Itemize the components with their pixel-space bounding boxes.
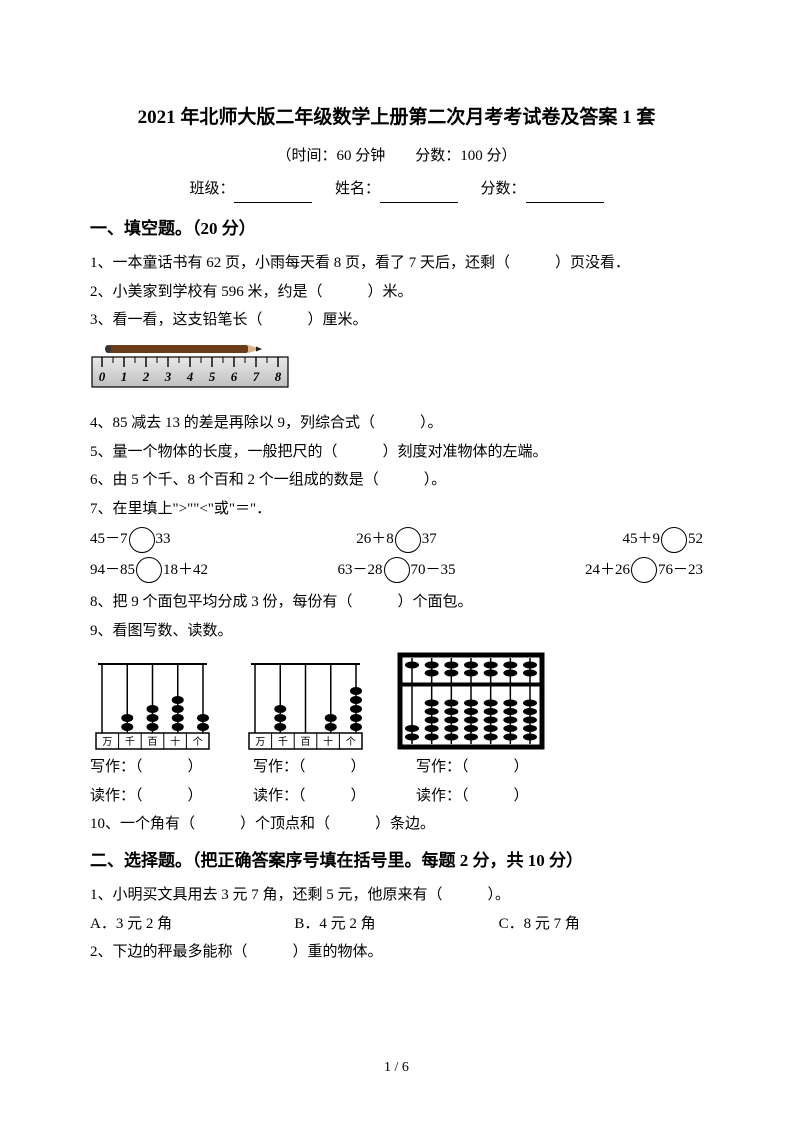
class-label: 班级： <box>189 181 234 197</box>
svg-text:万: 万 <box>102 737 112 748</box>
svg-text:2: 2 <box>142 369 150 384</box>
s2-q1-opts: A．3 元 2 角 B．4 元 2 角 C．8 元 7 角 <box>90 910 703 939</box>
compare-circle <box>661 527 687 553</box>
info-line: 班级： 姓名： 分数： <box>90 175 703 204</box>
compare-circle <box>129 527 155 553</box>
write-col: 写作：（ ） <box>90 753 225 782</box>
page-footer: 1 / 6 <box>0 1055 793 1082</box>
q7-lhs: 94－85 <box>90 562 135 578</box>
q7-rhs: 52 <box>688 531 703 547</box>
page-title: 2021 年北师大版二年级数学上册第二次月考考试卷及答案 1 套 <box>90 100 703 136</box>
read-row: 读作：（ ） 读作：（ ） 读作：（ ） <box>90 782 703 811</box>
svg-text:百: 百 <box>301 736 311 748</box>
section1-head: 一、填空题。（20 分） <box>90 213 703 245</box>
write-col: 写作：（ ） <box>253 753 388 782</box>
name-blank <box>380 186 458 203</box>
s2-q1: 1、小明买文具用去 3 元 7 角，还剩 5 元，他原来有（ ）。 <box>90 881 703 910</box>
compare-circle <box>136 557 162 583</box>
q7-cell: 26＋8 37 <box>356 525 437 554</box>
q7-rhs: 76－23 <box>658 562 703 578</box>
abacus-small-a: 万 千 百十 个 <box>90 656 215 751</box>
q7-rhs: 70－35 <box>411 562 456 578</box>
q7-rhs: 33 <box>156 531 171 547</box>
name-label: 姓名： <box>335 181 380 197</box>
read-col: 读作：（ ） <box>253 782 388 811</box>
score-label: 分数： <box>481 181 526 197</box>
s1-q5: 5、量一个物体的长度，一般把尺的（ ）刻度对准物体的左端。 <box>90 438 703 467</box>
s1-q9-intro: 9、看图写数、读数。 <box>90 617 703 646</box>
s1-q7-row1: 45－7 33 26＋8 37 45＋9 52 <box>90 525 703 554</box>
abacus-row: 万千百十个 万千百十个 <box>90 651 703 751</box>
s1-q1: 1、一本童话书有 62 页，小雨每天看 8 页，看了 7 天后，还剩（ ）页没看… <box>90 249 703 278</box>
opt-b: B．4 元 2 角 <box>294 910 498 939</box>
write-row: 写作：（ ） 写作：（ ） 写作：（ ） <box>90 753 703 782</box>
q7-rhs: 18＋42 <box>163 562 208 578</box>
write-col: 写作：（ ） <box>416 753 551 782</box>
svg-text:5: 5 <box>209 369 216 384</box>
s1-q8: 8、把 9 个面包平均分成 3 份，每份有（ ）个面包。 <box>90 588 703 617</box>
svg-text:3: 3 <box>164 369 172 384</box>
svg-text:1: 1 <box>121 369 128 384</box>
section2-head: 二、选择题。（把正确答案序号填在括号里。每题 2 分，共 10 分） <box>90 845 703 877</box>
ruler-svg: 012345678 <box>90 341 290 391</box>
s1-q7-row2: 94－85 18＋42 63－28 70－35 24＋26 76－23 <box>90 556 703 585</box>
s2-q2: 2、下边的秤最多能称（ ）重的物体。 <box>90 938 703 967</box>
svg-text:千: 千 <box>125 736 135 748</box>
q7-lhs: 45－7 <box>90 531 128 547</box>
abacus-big <box>396 651 546 751</box>
abacus-small-b: 万 千 百十 个 <box>243 656 368 751</box>
svg-text:十: 十 <box>323 735 333 748</box>
s1-q6: 6、由 5 个千、8 个百和 2 个一组成的数是（ ）。 <box>90 466 703 495</box>
exam-page: 2021 年北师大版二年级数学上册第二次月考考试卷及答案 1 套 （时间：60 … <box>0 0 793 1122</box>
s1-q3: 3、看一看，这支铅笔长（ ）厘米。 <box>90 306 703 335</box>
class-blank <box>234 186 312 203</box>
read-col: 读作：（ ） <box>416 782 551 811</box>
s1-q2: 2、小美家到学校有 596 米，约是（ ）米。 <box>90 278 703 307</box>
svg-text:十: 十 <box>170 735 180 748</box>
read-col: 读作：（ ） <box>90 782 225 811</box>
svg-text:4: 4 <box>186 369 194 384</box>
svg-text:百: 百 <box>148 736 158 748</box>
opt-a: A．3 元 2 角 <box>90 910 294 939</box>
s1-q4: 4、85 减去 13 的差是再除以 9，列综合式（ ）。 <box>90 409 703 438</box>
q7-lhs: 26＋8 <box>356 531 394 547</box>
svg-text:7: 7 <box>253 369 260 384</box>
svg-text:千: 千 <box>278 736 288 748</box>
score-blank <box>526 186 604 203</box>
q7-cell: 63－28 70－35 <box>337 556 455 585</box>
q7-lhs: 24＋26 <box>585 562 630 578</box>
s1-q10: 10、一个角有（ ）个顶点和（ ）条边。 <box>90 810 703 839</box>
page-subtitle: （时间：60 分钟 分数：100 分） <box>90 142 703 171</box>
q7-cell: 94－85 18＋42 <box>90 556 208 585</box>
compare-circle <box>631 557 657 583</box>
ruler-figure: 012345678 <box>90 341 703 402</box>
q7-lhs: 63－28 <box>337 562 382 578</box>
opt-c: C．8 元 7 角 <box>499 910 703 939</box>
compare-circle <box>384 557 410 583</box>
svg-text:0: 0 <box>99 369 106 384</box>
q7-cell: 45＋9 52 <box>622 525 703 554</box>
q7-rhs: 37 <box>422 531 437 547</box>
svg-text:8: 8 <box>275 369 282 384</box>
q7-lhs: 45＋9 <box>622 531 660 547</box>
svg-text:个: 个 <box>346 736 356 748</box>
compare-circle <box>395 527 421 553</box>
s1-q7-intro: 7、在里填上">""<"或"＝"． <box>90 495 703 524</box>
svg-text:个: 个 <box>193 736 203 748</box>
q7-cell: 45－7 33 <box>90 525 171 554</box>
svg-text:6: 6 <box>231 369 238 384</box>
svg-text:万: 万 <box>255 737 265 748</box>
q7-cell: 24＋26 76－23 <box>585 556 703 585</box>
